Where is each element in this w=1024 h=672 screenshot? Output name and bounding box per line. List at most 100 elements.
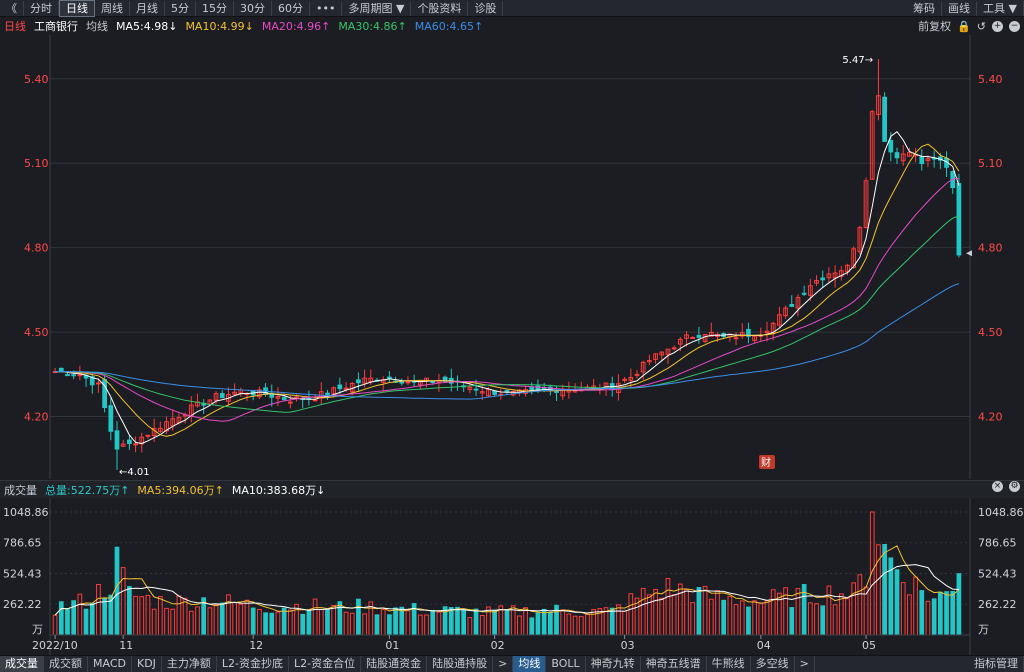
indicator-tab[interactable]: >: [795, 656, 815, 672]
period-tab[interactable]: 30分: [234, 0, 272, 16]
candle-body: [647, 360, 652, 363]
indicator-tab[interactable]: 多空线: [751, 656, 795, 672]
volume-bar: [838, 593, 844, 636]
volume-bar: [504, 609, 510, 636]
volume-bar: [492, 610, 497, 636]
indicator-tab[interactable]: MACD: [88, 656, 132, 672]
volume-tick-label-left: 786.65: [3, 537, 42, 550]
volume-bar: [219, 602, 225, 636]
volume-bar: [764, 600, 770, 636]
back-button[interactable]: 《: [0, 0, 24, 16]
ma-label[interactable]: 均线: [86, 20, 108, 33]
period-tab[interactable]: 多周期图 ▼: [342, 0, 412, 16]
candle-body: [232, 391, 237, 395]
volume-bar: [746, 606, 751, 636]
gear-icon[interactable]: ⚙: [1009, 481, 1020, 492]
indicator-tab[interactable]: 牛熊线: [707, 656, 751, 672]
stock-name[interactable]: 工商银行: [34, 20, 78, 33]
toolbar-right-button[interactable]: 画线: [942, 0, 978, 16]
volume-bar: [684, 588, 689, 636]
volume-bar: [857, 574, 863, 636]
indicator-tab[interactable]: L2-资金合位: [289, 656, 362, 672]
volume-bar: [442, 606, 448, 636]
period-tab[interactable]: 15分: [196, 0, 234, 16]
toolbar-right-button[interactable]: 筹码: [907, 0, 943, 16]
period-tab[interactable]: 60分: [272, 0, 310, 16]
volume-bar: [628, 593, 634, 636]
volume-bar: [151, 608, 157, 636]
candle-body: [492, 390, 497, 395]
indicator-tab[interactable]: 陆股通持股: [427, 656, 494, 672]
period-tab[interactable]: 个股资料: [411, 0, 469, 16]
period-tab[interactable]: 诊股: [468, 0, 504, 16]
volume-bar: [263, 612, 268, 636]
indicator-tab[interactable]: 神奇五线谱: [641, 656, 707, 672]
period-tab[interactable]: 5分: [165, 0, 196, 16]
volume-bar: [572, 615, 578, 636]
candle-body: [486, 388, 491, 397]
candle-body: [622, 378, 627, 381]
volume-bar: [244, 599, 250, 636]
price-chart[interactable]: 5.40 5.40 5.10 5.10 4.80 4.80 4.50 4.50 4.20 4.20…: [0, 35, 1024, 479]
candle-body: [690, 336, 696, 339]
volume-bar: [356, 598, 361, 636]
volume-legend-item: MA5:394.06万↑: [137, 483, 224, 497]
minus-icon[interactable]: −: [1009, 20, 1020, 32]
period-tab[interactable]: •••: [310, 0, 343, 16]
plus-icon[interactable]: +: [992, 20, 1003, 32]
indicator-tab[interactable]: 均线: [513, 656, 547, 672]
candle-body: [746, 328, 751, 337]
volume-bar: [238, 603, 244, 636]
candle-body: [362, 377, 367, 384]
indicator-tab[interactable]: 指标管理: [969, 656, 1024, 672]
toolbar-right-button[interactable]: 工具 ▼: [977, 0, 1024, 16]
volume-bar: [789, 607, 795, 636]
price-tick-label-left: 4.50: [24, 326, 49, 339]
indicator-tab[interactable]: >: [493, 656, 514, 672]
period-tab[interactable]: 月线: [130, 0, 165, 16]
price-tick-label-right: 5.10: [978, 157, 1003, 170]
lock-icon[interactable]: 🔒: [957, 19, 971, 33]
volume-bar: [758, 602, 764, 636]
volume-bar: [436, 611, 442, 636]
candle-body: [120, 443, 126, 447]
adjust-select[interactable]: 前复权: [918, 20, 952, 33]
volume-bar: [640, 587, 646, 636]
volume-bar: [653, 588, 658, 636]
volume-bar: [585, 613, 590, 636]
volume-bar: [919, 590, 925, 636]
period-tab[interactable]: 日线: [59, 0, 95, 17]
ma-legend: 日线 工商银行 均线 MA5:4.98↓ MA10:4.99↓ MA20:4.96↑…: [0, 17, 1024, 35]
indicator-tab[interactable]: L2-资金抄底: [217, 656, 290, 672]
indicator-tab[interactable]: 主力净额: [162, 656, 217, 672]
indicator-tab[interactable]: BOLL: [546, 656, 586, 672]
period-tab[interactable]: 周线: [95, 0, 130, 16]
candle-body: [653, 353, 658, 360]
candle-body: [876, 95, 881, 116]
price-tick-label-left: 5.10: [24, 157, 49, 170]
volume-bar: [65, 608, 70, 636]
price-tick-label-left: 4.80: [24, 242, 49, 255]
volume-bar: [331, 604, 337, 636]
volume-bar: [671, 594, 677, 636]
candle-body: [356, 379, 361, 384]
volume-bar: [795, 588, 801, 636]
candle-body: [801, 292, 807, 295]
current-price-pointer: [966, 250, 972, 257]
volume-bar: [448, 607, 454, 636]
indicator-tab[interactable]: 成交量: [0, 656, 44, 672]
volume-legend-item: MA10:383.68万↓: [231, 483, 326, 497]
candle-body: [535, 385, 541, 390]
ma-legend-item: MA30:4.86↑: [338, 19, 407, 33]
period-tab[interactable]: 分时: [24, 0, 59, 16]
indicator-tab[interactable]: 成交额: [44, 656, 88, 672]
indicator-tab[interactable]: 神奇九转: [586, 656, 641, 672]
indicator-tab[interactable]: 陆股通资金: [361, 656, 428, 672]
volume-bar: [380, 609, 386, 636]
undo-icon[interactable]: ↺: [976, 19, 986, 33]
indicator-tab[interactable]: KDJ: [132, 656, 162, 672]
volume-bar: [77, 593, 83, 636]
volume-chart[interactable]: 1048.86 1048.86 786.65 786.65 524.43 524.43 26…: [0, 498, 1024, 655]
close-icon[interactable]: ×: [992, 481, 1003, 492]
candle-body: [219, 393, 225, 399]
